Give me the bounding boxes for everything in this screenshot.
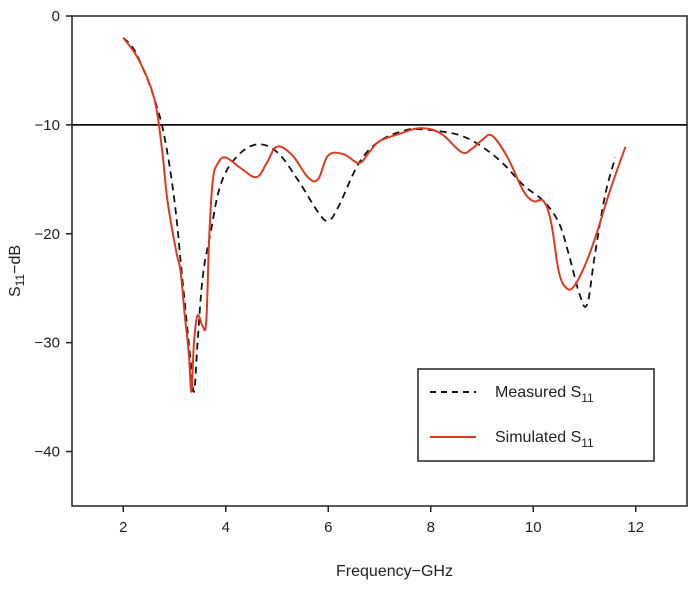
y-axis-label: S11−dB (7, 245, 27, 297)
y-axis-label-sub: 11 (13, 274, 27, 287)
y-tick-label: 0 (52, 8, 60, 25)
x-tick-label: 10 (525, 519, 542, 536)
x-tick-label: 6 (324, 519, 332, 536)
series-line-simulated (122, 37, 627, 393)
plot-frame (71, 15, 688, 507)
x-tick-label: 8 (427, 519, 435, 536)
y-tick-label: −10 (35, 117, 60, 134)
x-tick-label: 4 (222, 519, 230, 536)
legend: Measured S11 Simulated S11 (417, 368, 655, 462)
y-axis: 0 −10 −20 −30 −40 (35, 8, 72, 461)
legend-label-simulated-main: Simulated S (495, 429, 581, 446)
legend-label-simulated: Simulated S11 (495, 429, 594, 450)
x-axis-label: Frequency−GHz (336, 563, 453, 580)
legend-label-measured-main: Measured S (495, 384, 581, 401)
y-tick-label: −20 (35, 226, 60, 243)
legend-label-simulated-sub: 11 (581, 436, 594, 450)
y-axis-label-main: S (7, 286, 24, 297)
legend-label-measured: Measured S11 (495, 384, 594, 405)
x-tick-label: 2 (119, 519, 127, 536)
series-layer (122, 37, 627, 393)
series-line-measured (122, 37, 617, 393)
y-tick-label: −40 (35, 444, 60, 461)
legend-box (417, 368, 655, 462)
legend-label-measured-sub: 11 (581, 391, 594, 405)
x-tick-label: 12 (627, 519, 644, 536)
y-tick-label: −30 (35, 335, 60, 352)
y-axis-label-suffix: −dB (7, 245, 24, 274)
x-axis: 2 4 6 8 10 12 (119, 506, 644, 536)
